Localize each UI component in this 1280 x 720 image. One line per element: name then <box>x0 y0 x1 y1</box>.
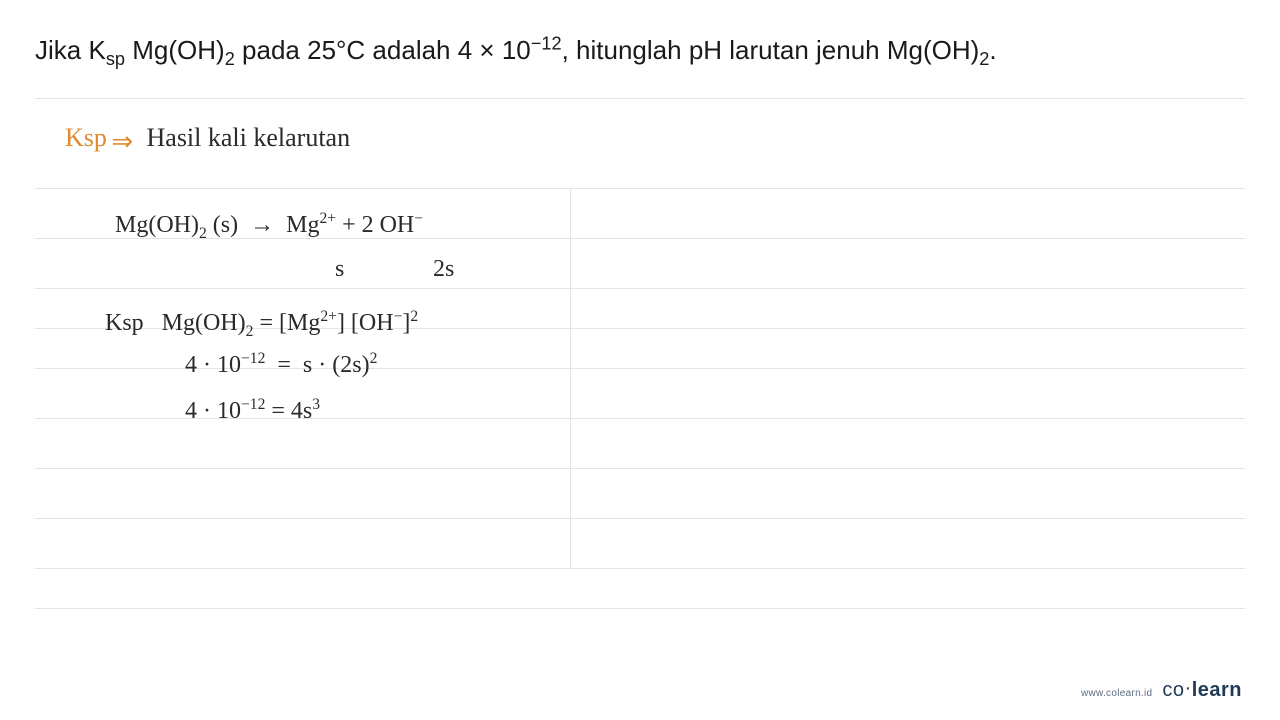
rule-line <box>35 468 1245 469</box>
rule-line <box>35 188 1245 189</box>
logo-suffix: learn <box>1192 679 1242 701</box>
rule-line <box>35 568 1245 569</box>
work-line: 2s <box>433 256 454 283</box>
work-line: Mg(OH)2 (s) → Mg2+ + 2 OH− <box>115 210 423 243</box>
rule-line <box>35 98 1245 99</box>
question-text: Jika Ksp Mg(OH)2 pada 25°C adalah 4 × 10… <box>35 35 997 65</box>
definition-row: Ksp ⇒ Hasil kali kelarutan <box>65 123 350 157</box>
arrow-icon: ⇒ <box>111 127 133 157</box>
footer: www.colearn.id co·learn <box>1081 679 1242 702</box>
work-line: Ksp Mg(OH)2 = [Mg2+] [OH−]2 <box>105 308 418 341</box>
work-line: s <box>335 256 344 283</box>
ruled-workspace: Ksp ⇒ Hasil kali kelarutan Mg(OH)2 (s) →… <box>35 98 1245 658</box>
vertical-divider <box>570 188 571 568</box>
rule-line <box>35 518 1245 519</box>
work-line: 4 · 10−12 = s · (2s)2 <box>185 350 377 379</box>
ksp-definition-text: Hasil kali kelarutan <box>147 123 351 152</box>
logo-prefix: co <box>1162 679 1184 701</box>
ksp-symbol: Ksp <box>65 123 107 152</box>
logo-dot-icon: · <box>1185 677 1192 700</box>
colearn-logo: co·learn <box>1162 679 1242 702</box>
rule-line <box>35 608 1245 609</box>
chemistry-question: Jika Ksp Mg(OH)2 pada 25°C adalah 4 × 10… <box>35 30 1245 73</box>
page-root: Jika Ksp Mg(OH)2 pada 25°C adalah 4 × 10… <box>0 0 1280 720</box>
rule-line <box>35 288 1245 289</box>
work-line: 4 · 10−12 = 4s3 <box>185 396 320 425</box>
footer-url: www.colearn.id <box>1081 688 1152 699</box>
